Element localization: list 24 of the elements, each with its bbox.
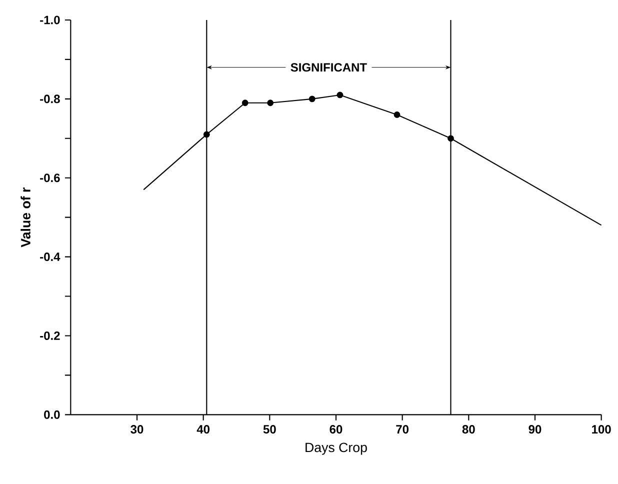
x-tick-label: 80 bbox=[462, 425, 475, 434]
point bbox=[242, 100, 248, 106]
y-tick-label: 0.0 bbox=[44, 410, 60, 419]
x-tick-label: 50 bbox=[263, 425, 276, 434]
x-tick-label: 90 bbox=[528, 425, 542, 434]
y-tick-label: -0.2 bbox=[40, 331, 60, 340]
y-tick-label: -1.0 bbox=[40, 16, 60, 24]
point bbox=[394, 112, 400, 118]
x-tick-label: 70 bbox=[396, 425, 409, 434]
point bbox=[203, 131, 210, 138]
y-tick-label: -0.4 bbox=[40, 252, 60, 262]
point bbox=[336, 92, 344, 98]
x-axis-title: Days Crop bbox=[306, 442, 367, 455]
annotation: SIGNIFICANT bbox=[290, 63, 367, 72]
y-axis-title: Value of r bbox=[20, 188, 30, 248]
y-tick-label: -0.8 bbox=[40, 94, 60, 104]
point bbox=[308, 96, 316, 102]
point bbox=[448, 135, 454, 142]
x-tick-label: 30 bbox=[130, 425, 144, 434]
x-tick-label: 40 bbox=[196, 425, 210, 434]
point bbox=[267, 100, 274, 106]
x-tick-label: 60 bbox=[330, 425, 342, 434]
y-tick-label: -0.6 bbox=[40, 174, 60, 182]
x-tick-label: 100 bbox=[592, 425, 611, 434]
